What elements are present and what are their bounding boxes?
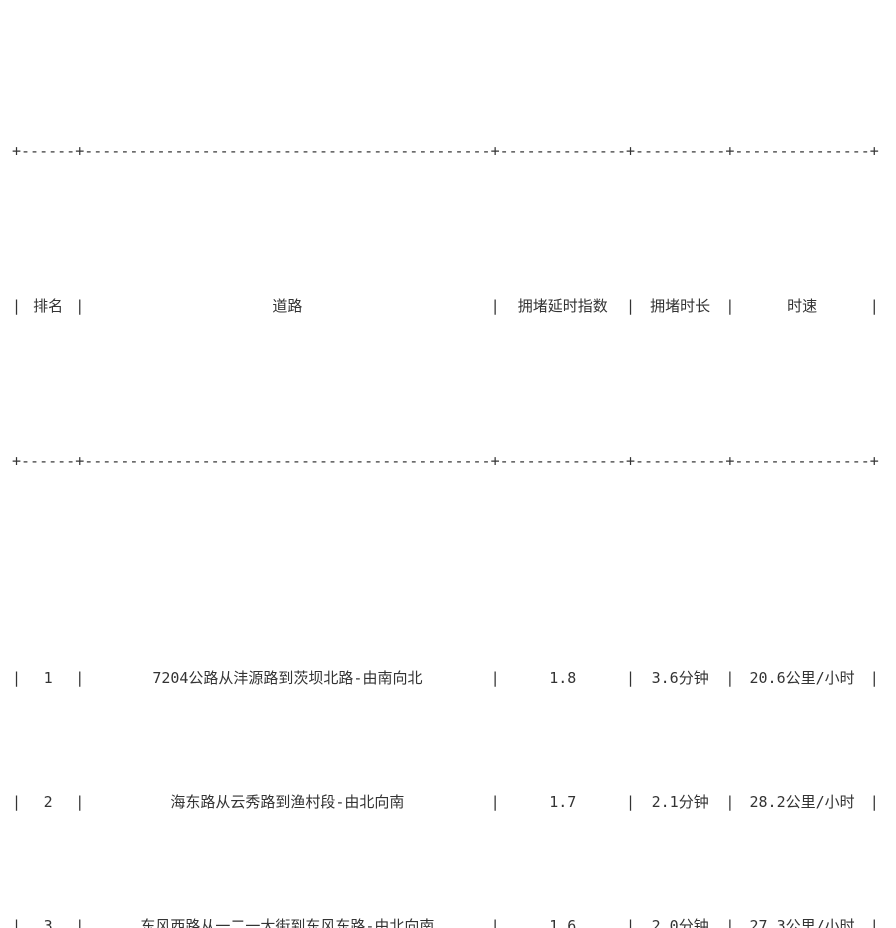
- border-plus: +: [75, 452, 85, 470]
- col-separator: |: [869, 793, 879, 811]
- border-dashes: ------: [21, 142, 76, 160]
- col-separator: |: [75, 917, 85, 928]
- speed-cell: 28.2公里/小时: [749, 793, 855, 811]
- col-separator: |: [490, 669, 500, 687]
- col-separator: |: [490, 793, 500, 811]
- col-separator: |: [626, 297, 636, 315]
- col-separator: |: [725, 297, 735, 315]
- col-separator: |: [490, 917, 500, 928]
- col-separator: |: [75, 793, 85, 811]
- col-separator: |: [626, 793, 636, 811]
- border-dashes: ----------------------------------------…: [84, 142, 491, 160]
- table-header-row: | 排名 | 道路 | 拥堵延时指数 | 拥堵时长 | 时速 |: [12, 291, 896, 322]
- border-plus: +: [12, 142, 22, 160]
- col-separator: |: [626, 917, 636, 928]
- table-border-top: + ------ + --------------------------------…: [12, 136, 896, 167]
- col-separator: |: [869, 297, 879, 315]
- col-separator: |: [869, 917, 879, 928]
- border-dashes: --------------: [499, 142, 627, 160]
- speed-cell: 27.3公里/小时: [749, 917, 855, 928]
- border-plus: +: [869, 142, 879, 160]
- border-dashes: --------------: [499, 452, 627, 470]
- rank-cell: 3: [43, 917, 53, 928]
- border-plus: +: [725, 142, 735, 160]
- col-separator: |: [490, 297, 500, 315]
- col-separator: |: [725, 669, 735, 687]
- col-separator: |: [12, 297, 22, 315]
- header-rank: 排名: [33, 297, 64, 315]
- border-dashes: ----------: [635, 452, 726, 470]
- speed-cell: 20.6公里/小时: [749, 669, 855, 687]
- border-dashes: ---------------: [734, 452, 870, 470]
- border-plus: +: [490, 142, 500, 160]
- border-plus: +: [626, 142, 636, 160]
- delay-index-cell: 1.6: [549, 917, 577, 928]
- duration-cell: 2.0分钟: [651, 917, 709, 928]
- table-row: | 1 | 7204公路从沣源路到茨坝北路-由南向北 | 1.8 | 3.6分钟 | 20.6公里…: [12, 663, 896, 694]
- road-cell: 海东路从云秀路到渔村段-由北向南: [170, 793, 405, 811]
- border-plus: +: [869, 452, 879, 470]
- col-separator: |: [75, 297, 85, 315]
- border-plus: +: [75, 142, 85, 160]
- col-separator: |: [75, 669, 85, 687]
- col-separator: |: [626, 669, 636, 687]
- border-dashes: ---------------: [734, 142, 870, 160]
- table-body: | 1 | 7204公路从沣源路到茨坝北路-由南向北 | 1.8 | 3.6分钟 | 20.6公里…: [12, 601, 896, 928]
- road-cell: 7204公路从沣源路到茨坝北路-由南向北: [152, 669, 423, 687]
- col-separator: |: [725, 793, 735, 811]
- col-separator: |: [869, 669, 879, 687]
- rank-cell: 2: [43, 793, 53, 811]
- col-separator: |: [12, 669, 22, 687]
- border-plus: +: [12, 452, 22, 470]
- col-separator: |: [12, 793, 22, 811]
- delay-index-cell: 1.8: [549, 669, 577, 687]
- col-separator: |: [12, 917, 22, 928]
- header-speed: 时速: [787, 297, 818, 315]
- delay-index-cell: 1.7: [549, 793, 577, 811]
- border-dashes: ------: [21, 452, 76, 470]
- border-plus: +: [490, 452, 500, 470]
- road-cell: 东风西路从一二一大街到东风东路-由北向南: [140, 917, 435, 928]
- col-separator: |: [725, 917, 735, 928]
- border-plus: +: [725, 452, 735, 470]
- table-row: | 2 | 海东路从云秀路到渔村段-由北向南 | 1.7 | 2.1分钟 | 28.2公里/小时 |: [12, 787, 896, 818]
- duration-cell: 3.6分钟: [651, 669, 709, 687]
- table-row: | 3 | 东风西路从一二一大街到东风东路-由北向南 | 1.6 | 2.0分钟 | 27.3公里…: [12, 911, 896, 928]
- header-delay-index: 拥堵延时指数: [517, 297, 608, 315]
- border-plus: +: [626, 452, 636, 470]
- duration-cell: 2.1分钟: [651, 793, 709, 811]
- border-dashes: ----------------------------------------…: [84, 452, 491, 470]
- border-dashes: ----------: [635, 142, 726, 160]
- table-border-header: + ------ + --------------------------------…: [12, 446, 896, 477]
- header-duration: 拥堵时长: [650, 297, 711, 315]
- rank-cell: 1: [43, 669, 53, 687]
- header-road: 道路: [272, 297, 303, 315]
